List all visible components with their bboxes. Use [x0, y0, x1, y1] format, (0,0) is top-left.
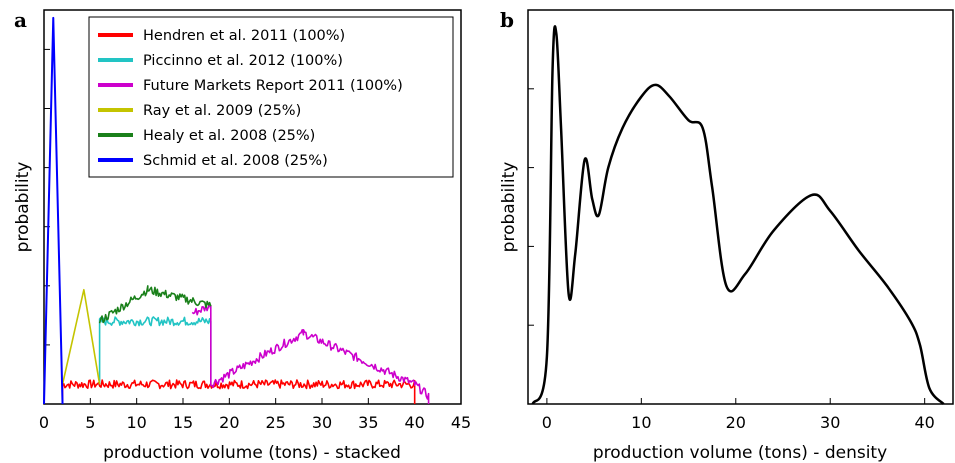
panel-a-x-tick-label: 35 — [358, 413, 378, 432]
panel-b-x-tick-label: 20 — [726, 413, 746, 432]
series-line-6 — [43, 16, 64, 405]
series-line-5 — [98, 285, 212, 324]
panel-b: b 0 10 20 30 40 production volume (tons) - d… — [499, 8, 954, 463]
legend-entry-6: Schmid et al. 2008 (25%) — [143, 153, 328, 169]
series-line-4 — [61, 288, 101, 385]
legend-entry-1: Hendren et al. 2011 (100%) — [143, 28, 345, 44]
legend-entry-5: Healy et al. 2008 (25%) — [143, 128, 315, 144]
panel-a-x-tick-label: 15 — [173, 413, 193, 432]
legend-entry-3: Future Markets Report 2011 (100%) — [143, 78, 403, 94]
panel-b-y-ticks — [528, 88, 534, 326]
panel-b-x-tick-label: 10 — [631, 413, 651, 432]
density-curve — [531, 25, 945, 405]
panel-a-x-tick-label: 45 — [451, 413, 471, 432]
panel-a-series — [43, 16, 430, 405]
panel-a-x-tick-label: 0 — [39, 413, 49, 432]
series-line-3 — [191, 302, 430, 404]
panel-a-x-tick-label: 5 — [85, 413, 95, 432]
legend: Hendren et al. 2011 (100%) Piccinno et al… — [88, 16, 454, 178]
panel-b-x-axis-label: production volume (tons) - density — [593, 443, 887, 463]
panel-a-x-tick-label: 10 — [126, 413, 146, 432]
legend-entry-4: Ray et al. 2009 (25%) — [143, 103, 301, 119]
panel-a-plot-frame — [43, 9, 462, 405]
panel-b-x-ticks: 0 10 20 30 40 — [542, 398, 935, 432]
series-line-2 — [98, 316, 212, 385]
panel-a-x-ticks: 0 5 10 15 20 25 30 35 40 45 — [39, 398, 471, 432]
panel-b-x-tick-label: 30 — [820, 413, 840, 432]
panel-b-series — [531, 25, 945, 405]
panel-a: a 0 5 10 15 20 25 30 35 40 45 production volume (… — [13, 8, 471, 463]
panel-a-x-tick-label: 40 — [404, 413, 424, 432]
panel-b-letter: b — [500, 8, 514, 32]
panel-b-x-tick-label: 40 — [914, 413, 934, 432]
panel-a-x-axis-label: production volume (tons) - stacked — [103, 443, 401, 463]
panel-b-y-axis-label: probability — [499, 162, 519, 253]
panel-a-x-tick-label: 25 — [265, 413, 285, 432]
panel-a-letter: a — [14, 8, 27, 32]
series-line-1 — [61, 379, 416, 404]
panel-a-y-axis-label: probability — [13, 162, 33, 253]
legend-frame — [88, 16, 454, 178]
panel-b-x-tick-label: 0 — [542, 413, 552, 432]
panel-a-x-tick-label: 30 — [312, 413, 332, 432]
panel-b-plot-frame — [527, 9, 954, 405]
legend-entry-2: Piccinno et al. 2012 (100%) — [143, 53, 343, 69]
panel-a-x-tick-label: 20 — [219, 413, 239, 432]
